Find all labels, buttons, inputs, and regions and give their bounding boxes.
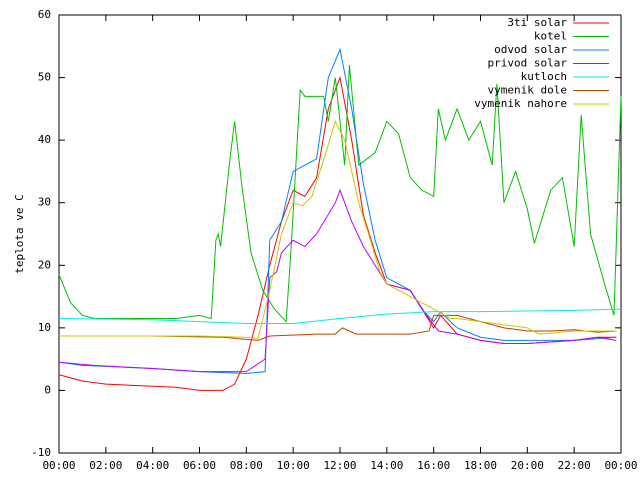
y-tick-label: 20 (38, 258, 51, 271)
y-tick-label: 0 (44, 383, 51, 396)
x-tick-label: 04:00 (136, 459, 169, 472)
x-tick-label: 08:00 (230, 459, 263, 472)
series-line (59, 120, 617, 340)
x-tick-label: 10:00 (277, 459, 310, 472)
x-tick-label: 22:00 (558, 459, 591, 472)
legend-label: vymenik dole (488, 84, 567, 97)
series-line (58, 65, 622, 323)
y-tick-label: 40 (38, 133, 51, 146)
y-tick-label: 60 (38, 8, 51, 21)
x-tick-label: 12:00 (323, 459, 356, 472)
y-tick-label: 50 (38, 71, 51, 84)
series-line (58, 47, 617, 375)
legend-label: odvod solar (494, 43, 567, 56)
x-tick-label: 14:00 (370, 459, 403, 472)
series-line (58, 308, 622, 324)
x-tick-label: 18:00 (464, 459, 497, 472)
y-axis-label: teplota ve C (13, 194, 26, 273)
x-tick-label: 00:00 (604, 459, 637, 472)
x-tick-label: 00:00 (42, 459, 75, 472)
legend-label: privod solar (488, 57, 568, 70)
series-line (58, 188, 617, 373)
x-tick-label: 20:00 (511, 459, 544, 472)
legend-label: kutloch (521, 70, 567, 83)
y-tick-label: 30 (38, 196, 51, 209)
y-tick-label: 10 (38, 321, 51, 334)
legend-label: vymenik nahore (474, 97, 567, 110)
legend-label: kotel (534, 30, 567, 43)
x-tick-label: 16:00 (417, 459, 450, 472)
series-line (59, 314, 617, 341)
legend-label: 3ti solar (507, 16, 567, 29)
x-tick-label: 06:00 (183, 459, 216, 472)
y-tick-label: -10 (31, 446, 51, 459)
x-tick-label: 02:00 (89, 459, 122, 472)
